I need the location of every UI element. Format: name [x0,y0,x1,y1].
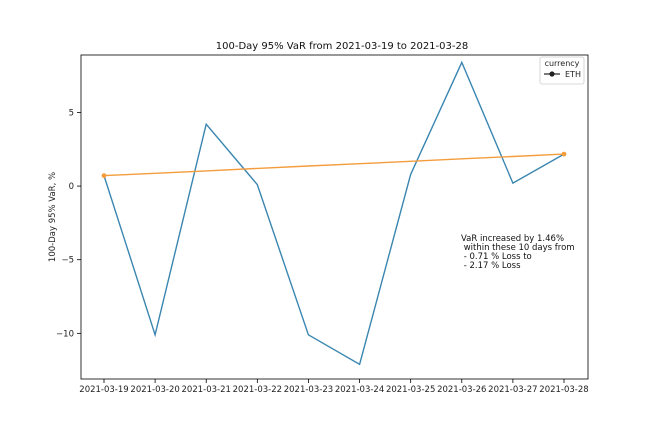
y-axis-label: 100-Day 95% VaR, % [48,172,58,262]
trend-endpoint-marker [101,173,107,179]
annotation-line: - 2.17 % Loss [461,261,521,271]
x-tick-label: 2021-03-22 [233,385,282,395]
trend-endpoint-marker [561,151,567,157]
x-tick-label: 2021-03-26 [437,385,486,395]
var-annotation: VaR increased by 1.46% within these 10 d… [461,234,575,271]
x-tick-label: 2021-03-19 [79,385,128,395]
series-line-trend [103,153,565,177]
plot-area [80,54,589,380]
x-tick-label: 2021-03-20 [130,385,179,395]
y-tick-label: 0 [69,182,74,192]
x-tick-label: 2021-03-28 [539,385,588,395]
legend: currency ETH [539,56,585,85]
x-tick-label: 2021-03-27 [488,385,537,395]
annotation-line: within these 10 days from [461,243,575,253]
annotation-line: VaR increased by 1.46% [461,234,564,244]
x-axis: 2021-03-19 2021-03-20 2021-03-21 2021-03-22… [79,379,589,395]
series-group [101,60,567,366]
legend-entry-eth: ETH [565,70,581,79]
legend-title: currency [545,59,580,68]
legend-box [539,56,585,85]
series-line-var [103,60,565,366]
y-tick-label: 5 [69,108,74,118]
x-tick-label: 2021-03-23 [284,385,333,395]
chart-title: 100-Day 95% VaR from 2021-03-19 to 2021-… [216,41,468,52]
annotation-line: - 0.71 % Loss to [461,252,532,262]
y-tick-label: −5 [61,256,74,266]
x-tick-label: 2021-03-24 [335,385,384,395]
y-axis: −10 −5 0 5 [56,108,81,339]
x-tick-label: 2021-03-25 [386,385,435,395]
legend-swatch-marker [549,71,555,77]
y-tick-label: −10 [56,329,74,339]
x-tick-label: 2021-03-21 [182,385,231,395]
